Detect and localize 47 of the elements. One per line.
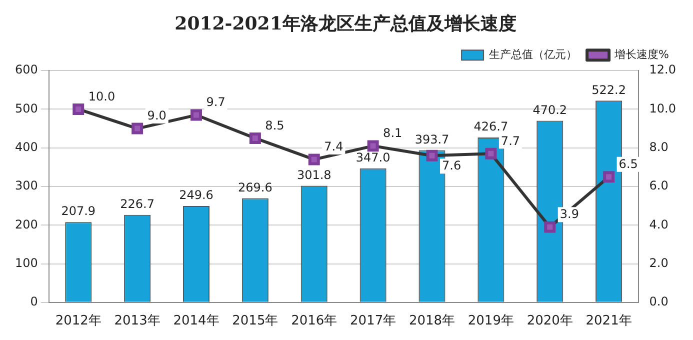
data-label: 7.4 xyxy=(324,140,344,154)
data-label: 249.6 xyxy=(179,188,214,202)
x-tick-label: 2019年 xyxy=(468,314,514,329)
y2-tick-label: 2.0 xyxy=(649,256,668,270)
legend-label: 生产总值（亿元） xyxy=(489,48,578,61)
data-label: 6.5 xyxy=(618,156,638,171)
data-label: 522.2 xyxy=(592,82,626,97)
x-tick-label: 2013年 xyxy=(114,314,160,329)
y-tick-label: 400 xyxy=(15,140,38,154)
y-tick-label: 0 xyxy=(30,294,38,309)
data-label: 8.5 xyxy=(265,118,284,132)
data-label: 3.9 xyxy=(560,207,579,222)
y-tick-label: 500 xyxy=(15,101,38,116)
x-tick-label: 2017年 xyxy=(350,314,396,329)
data-label: 9.7 xyxy=(206,95,226,110)
y-tick-label: 200 xyxy=(15,217,38,232)
data-label: 207.9 xyxy=(61,204,96,218)
y-tick-label: 600 xyxy=(15,62,38,77)
x-tick-label: 2016年 xyxy=(291,314,338,329)
x-tick-label: 2018年 xyxy=(408,314,456,329)
data-label: 426.7 xyxy=(474,120,508,134)
data-label: 470.2 xyxy=(532,102,568,117)
data-label: 393.7 xyxy=(414,132,450,146)
y2-tick-label: 4.0 xyxy=(649,217,668,232)
y2-tick-label: 0.0 xyxy=(649,294,668,309)
data-label: 7.6 xyxy=(442,158,462,173)
data-label: 8.1 xyxy=(383,126,402,140)
data-label: 301.8 xyxy=(296,168,332,182)
y2-tick-label: 10.0 xyxy=(649,101,676,116)
y-tick-label: 100 xyxy=(15,256,38,270)
x-tick-label: 2020年 xyxy=(526,314,573,329)
y2-tick-label: 12.0 xyxy=(649,62,676,77)
y2-tick-label: 6.0 xyxy=(649,178,668,193)
data-label: 9.0 xyxy=(147,108,166,123)
x-tick-label: 2021年 xyxy=(586,314,632,329)
y-tick-label: 300 xyxy=(15,178,38,193)
chart-title: 2012-2021年洛龙区生产总值及增长速度 xyxy=(174,13,516,34)
data-label: 269.6 xyxy=(238,180,272,194)
legend-label: 增长速度% xyxy=(614,48,669,61)
x-tick-label: 2015年 xyxy=(232,314,278,329)
data-label: 347.0 xyxy=(356,150,390,164)
x-tick-label: 2014年 xyxy=(173,314,220,329)
data-label: 7.7 xyxy=(500,134,520,148)
data-label: 10.0 xyxy=(88,89,116,104)
y2-tick-label: 8.0 xyxy=(649,140,668,154)
x-tick-label: 2012年 xyxy=(55,314,102,329)
data-label: 226.7 xyxy=(120,196,154,211)
